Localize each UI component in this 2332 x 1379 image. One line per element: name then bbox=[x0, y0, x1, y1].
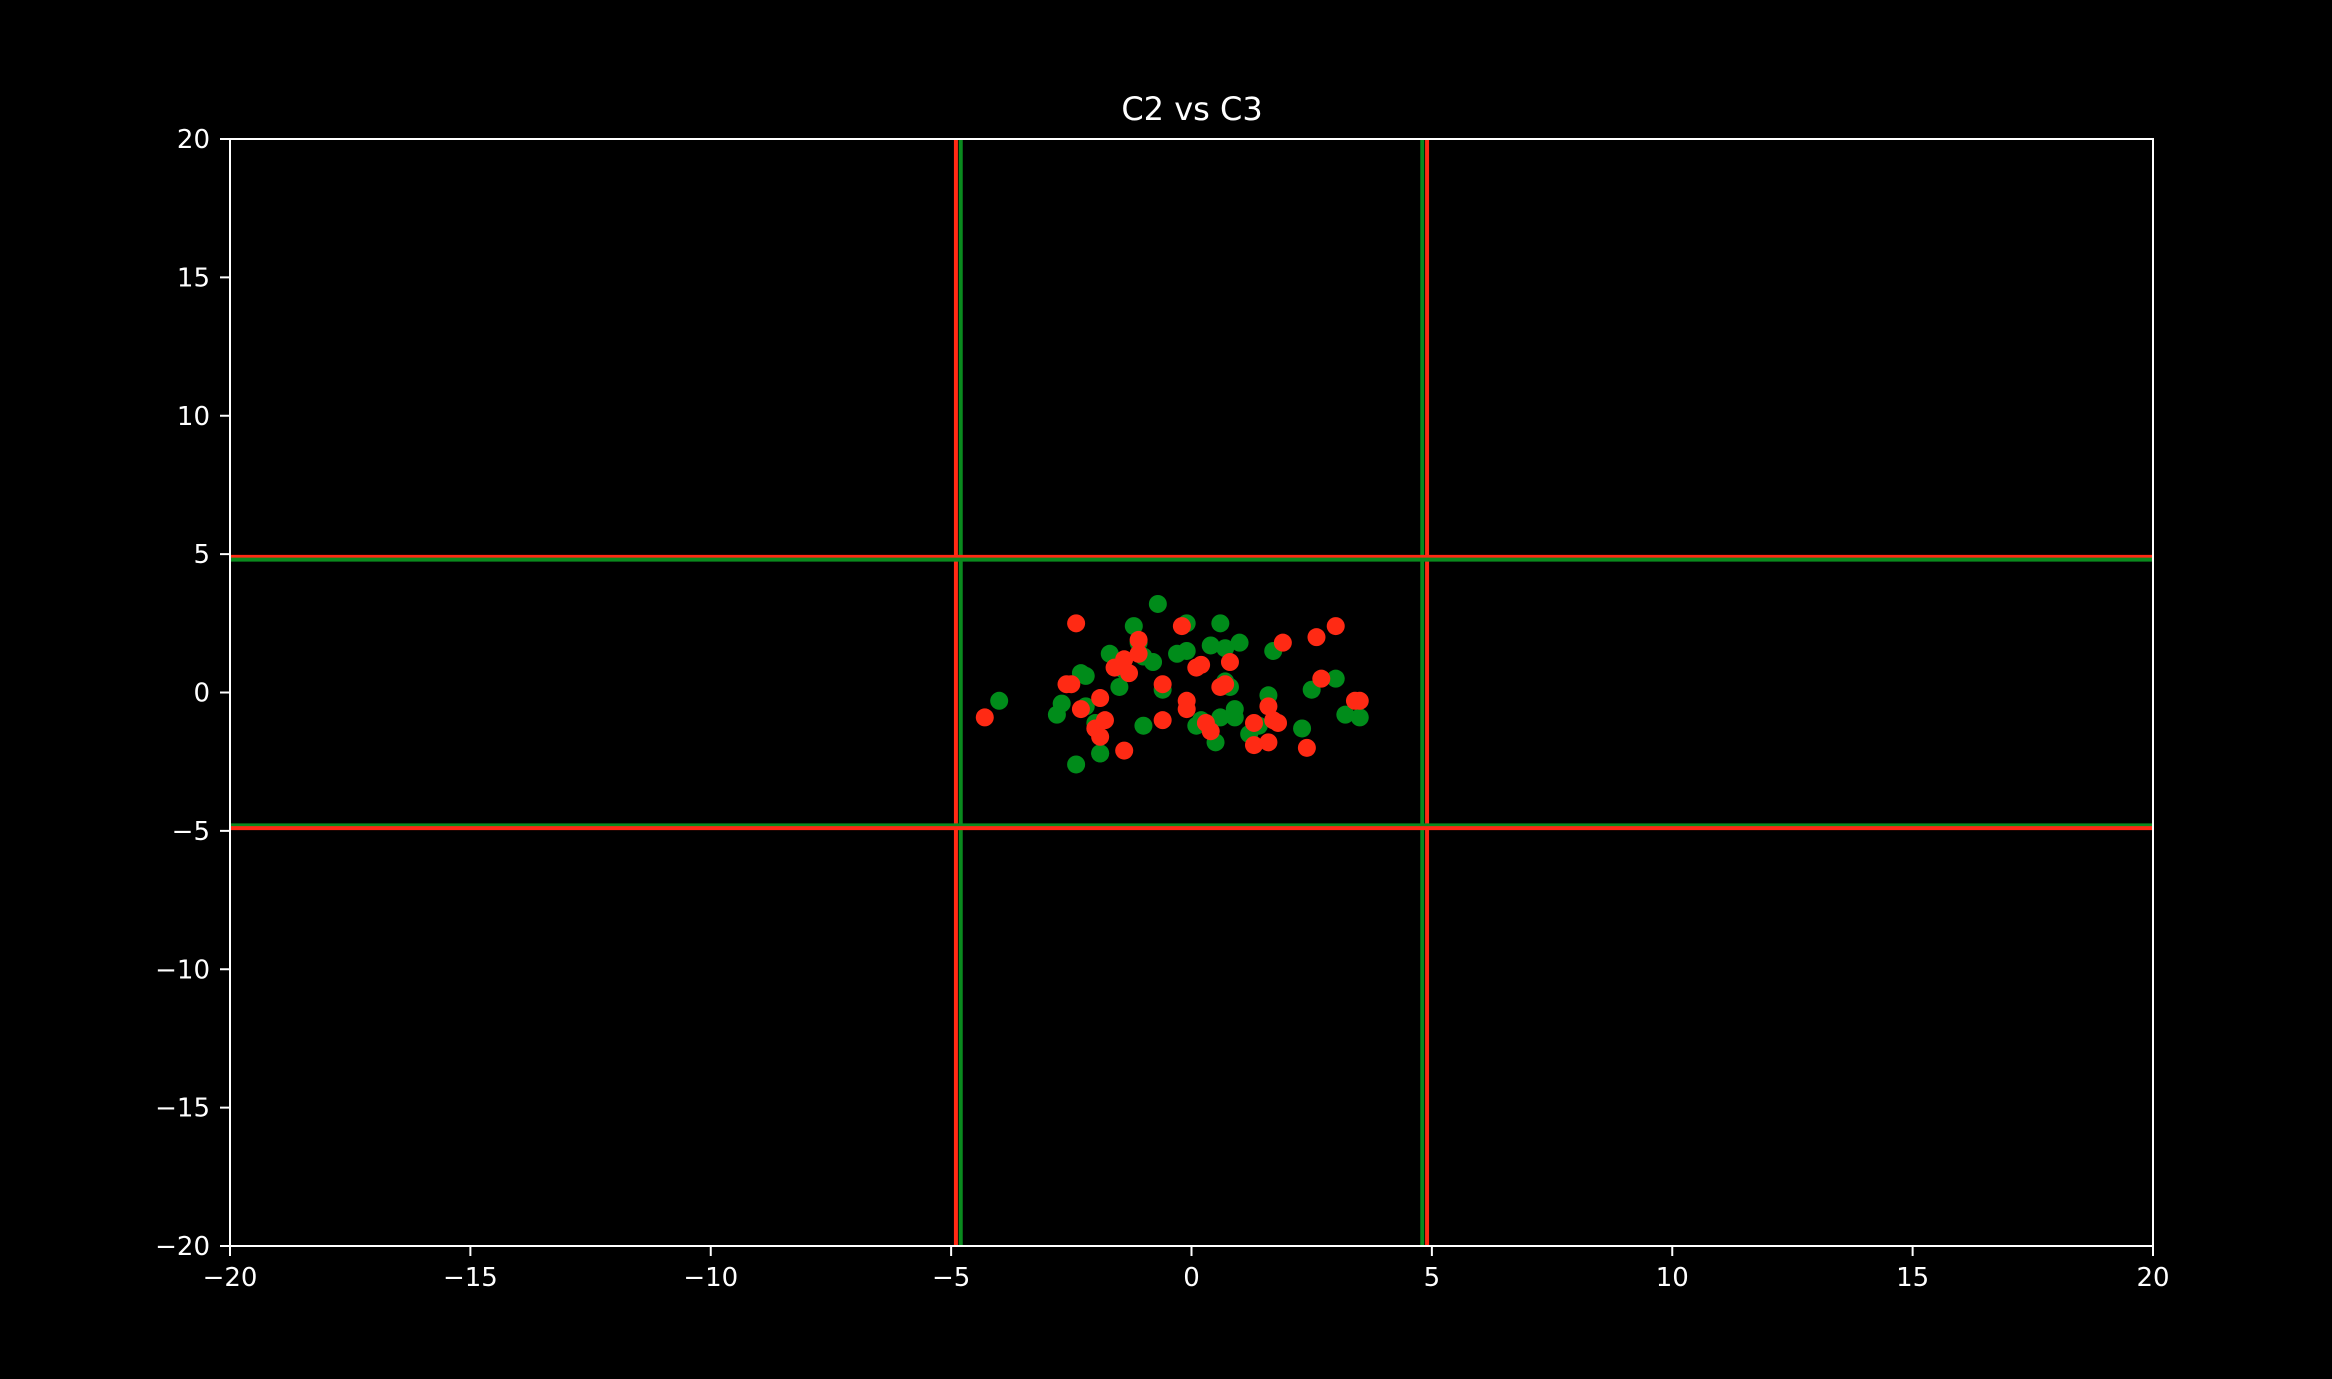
x-tick-label: −5 bbox=[932, 1263, 970, 1293]
data-point bbox=[1091, 744, 1110, 763]
data-point bbox=[1076, 666, 1095, 685]
data-point bbox=[1211, 708, 1230, 727]
x-tick-label: 15 bbox=[1896, 1263, 1929, 1293]
x-tick-label: −15 bbox=[443, 1263, 498, 1293]
data-point bbox=[1120, 664, 1139, 683]
y-tick-label: 0 bbox=[193, 679, 210, 709]
data-point bbox=[1297, 738, 1316, 757]
data-point bbox=[1177, 700, 1196, 719]
data-point bbox=[1129, 630, 1148, 649]
data-point bbox=[1115, 741, 1134, 760]
data-point bbox=[1052, 694, 1071, 713]
data-point bbox=[1220, 653, 1239, 672]
data-point bbox=[1129, 644, 1148, 663]
y-tick-label: 15 bbox=[177, 263, 210, 293]
data-point bbox=[1259, 733, 1278, 752]
data-point bbox=[1216, 675, 1235, 694]
x-tick-label: −20 bbox=[203, 1263, 258, 1293]
y-tick-label: 5 bbox=[193, 540, 210, 570]
y-tick-label: 20 bbox=[177, 125, 210, 155]
data-point bbox=[1153, 711, 1172, 730]
x-tick-label: 0 bbox=[1183, 1263, 1200, 1293]
data-point bbox=[1100, 644, 1119, 663]
data-point bbox=[1067, 614, 1086, 633]
y-tick-label: −5 bbox=[172, 817, 210, 847]
data-point bbox=[1062, 675, 1081, 694]
data-point bbox=[1091, 689, 1110, 708]
plot-area: −20 −15 −10 −5 0 5 10 15 20 −20 −15 −10 −5 0 5 10 15 20 bbox=[155, 125, 2169, 1293]
data-point bbox=[1172, 617, 1191, 636]
data-point bbox=[1244, 713, 1263, 732]
data-point bbox=[1134, 716, 1153, 735]
x-tick-label: 10 bbox=[1656, 1263, 1689, 1293]
data-point bbox=[1312, 669, 1331, 688]
y-tick-label: −10 bbox=[155, 955, 210, 985]
data-point bbox=[1216, 639, 1235, 658]
data-point bbox=[1110, 677, 1129, 696]
data-point bbox=[1259, 697, 1278, 716]
data-point bbox=[1269, 713, 1288, 732]
data-point bbox=[1350, 691, 1369, 710]
data-point bbox=[1350, 708, 1369, 727]
data-point bbox=[1124, 617, 1143, 636]
data-point bbox=[1148, 594, 1167, 613]
data-point bbox=[1091, 727, 1110, 746]
data-point bbox=[1211, 614, 1230, 633]
data-point bbox=[1244, 736, 1263, 755]
data-point bbox=[1071, 700, 1090, 719]
data-point bbox=[1293, 719, 1312, 738]
y-tick-label: 10 bbox=[177, 402, 210, 432]
data-point bbox=[1095, 711, 1114, 730]
data-point bbox=[1201, 722, 1220, 741]
data-point bbox=[1273, 633, 1292, 652]
data-point bbox=[1230, 633, 1249, 652]
data-point bbox=[1153, 675, 1172, 694]
data-point bbox=[1326, 669, 1345, 688]
data-point bbox=[1177, 641, 1196, 660]
data-point bbox=[990, 691, 1009, 710]
data-point bbox=[1336, 705, 1355, 724]
data-point bbox=[1144, 653, 1163, 672]
data-point bbox=[1115, 650, 1134, 669]
y-tick-label: −15 bbox=[155, 1094, 210, 1124]
x-tick-label: −10 bbox=[683, 1263, 738, 1293]
data-point bbox=[1067, 755, 1086, 774]
data-point bbox=[1192, 655, 1211, 674]
data-point bbox=[1201, 636, 1220, 655]
x-tick-label: 5 bbox=[1424, 1263, 1441, 1293]
data-point bbox=[1225, 700, 1244, 719]
y-tick-label: −20 bbox=[155, 1232, 210, 1262]
data-point bbox=[1326, 617, 1345, 636]
data-point bbox=[1307, 628, 1326, 647]
chart-title: C2 vs C3 bbox=[1121, 90, 1262, 128]
x-tick-label: 20 bbox=[2136, 1263, 2169, 1293]
plot-background bbox=[230, 139, 2153, 1246]
data-point bbox=[975, 708, 994, 727]
